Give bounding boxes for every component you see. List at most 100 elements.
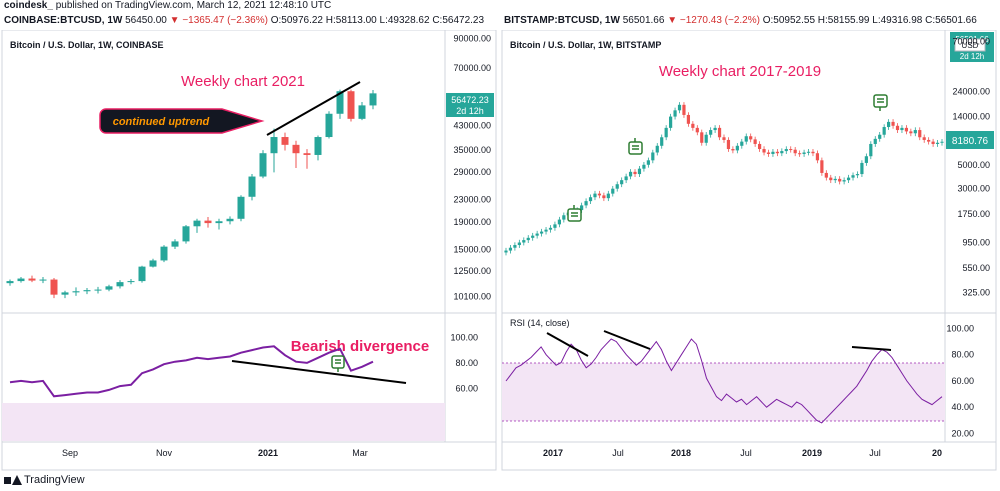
time-tick-label: Jul	[612, 448, 624, 458]
left-rsi-axis[interactable]: 100.00 80.00 60.00	[450, 332, 478, 393]
candle	[646, 160, 650, 165]
candle	[833, 178, 837, 181]
candle	[771, 151, 775, 154]
candle	[651, 152, 655, 161]
candle	[695, 127, 699, 133]
candle	[806, 151, 811, 153]
rsi-tick-label: 100.00	[450, 332, 478, 342]
tradingview-logo-icon[interactable]	[4, 475, 22, 485]
candle	[539, 231, 544, 234]
thumbs-up-icon	[567, 205, 582, 222]
right-rsi-axis[interactable]: 100.00 80.00 60.00 40.00 20.00	[946, 323, 974, 438]
thumbs-down-icon	[873, 94, 888, 111]
candle	[829, 177, 833, 181]
candle	[691, 123, 695, 128]
time-tick-label: Jul	[869, 448, 881, 458]
publish-info: published on TradingView.com, March 12, …	[55, 0, 332, 11]
thumbs-down-icon	[331, 355, 345, 372]
candle	[270, 137, 278, 154]
candle	[726, 139, 731, 150]
candle	[677, 104, 682, 111]
right-time-axis[interactable]: 2017 Jul 2018 Jul 2019 Jul 20	[543, 448, 942, 458]
candle	[931, 141, 935, 144]
price-tick-label: 29000.00	[453, 167, 491, 177]
uptrend-line	[266, 81, 361, 136]
candle	[842, 180, 846, 182]
candle	[669, 116, 673, 128]
currency-label[interactable]: USD	[962, 41, 979, 50]
candle	[749, 136, 753, 140]
candle	[597, 193, 602, 196]
candle	[927, 139, 931, 142]
candle	[606, 193, 610, 199]
candle	[544, 229, 548, 232]
right-symbol-info: BITSTAMP:BTCUSD, 1W 56501.66 ▼ −1270.43 …	[504, 15, 977, 26]
candle	[517, 242, 521, 246]
candle	[535, 233, 539, 236]
candle	[580, 205, 584, 211]
candle	[513, 245, 517, 248]
price-tick-label: 35000.00	[453, 145, 491, 155]
candle	[292, 144, 300, 154]
candle	[548, 227, 553, 230]
price-tick-label: 90000.00	[453, 33, 491, 43]
right-price-axis[interactable]: 70000.00 24000.00 14000.00 5000.00 3000.00 17…	[952, 36, 990, 297]
price-tick-label: 19000.00	[453, 217, 491, 227]
candle	[602, 195, 606, 199]
left-time-axis[interactable]: Sep Nov 2021 Mar	[62, 448, 368, 458]
right-rsi-label: RSI (14, close)	[510, 318, 570, 328]
left-candles	[6, 89, 377, 299]
candle	[237, 196, 245, 219]
candle	[615, 184, 619, 189]
left-last-price-bg	[446, 93, 494, 117]
candle	[673, 110, 677, 117]
time-tick-label: 2019	[802, 448, 822, 458]
candle	[138, 266, 146, 282]
candle	[204, 220, 212, 224]
time-tick-label: 2021	[258, 448, 278, 458]
candle	[193, 220, 201, 227]
time-tick-label: 2018	[671, 448, 691, 458]
candle	[869, 143, 873, 157]
price-tick-label: 3000.00	[957, 184, 990, 194]
left-price-axis[interactable]: 90000.00 70000.00 43000.00 35000.00 29000.00…	[453, 33, 491, 301]
candle	[664, 127, 668, 138]
candle	[116, 282, 124, 287]
candle	[182, 226, 190, 242]
candle	[935, 142, 940, 144]
right-chart-panel[interactable]: Bitcoin / U.S. Dollar, 1W, BITSTAMP Week…	[501, 30, 997, 471]
candle	[855, 174, 860, 176]
left-symbol: COINBASE:BTCUSD, 1W	[4, 15, 123, 26]
candle	[28, 278, 36, 281]
candle	[660, 137, 664, 146]
candle	[281, 137, 289, 145]
price-tick-label: 70000.00	[952, 36, 990, 46]
candle	[860, 162, 864, 175]
candle	[820, 160, 824, 173]
candle	[682, 104, 686, 115]
price-tick-label: 1750.00	[957, 209, 990, 219]
candle	[851, 175, 855, 178]
candle	[588, 197, 593, 202]
candle	[248, 176, 256, 197]
candle	[744, 136, 748, 142]
price-tick-label: 550.00	[962, 263, 990, 273]
candle	[303, 153, 311, 155]
left-symbol-info: COINBASE:BTCUSD, 1W 56450.00 ▼ −1365.47 …	[4, 15, 484, 26]
rsi-tick-label: 100.00	[946, 323, 974, 333]
candle	[735, 145, 739, 151]
candle	[504, 250, 508, 253]
footer-brand[interactable]: TradingView	[24, 474, 85, 486]
charts-canvas[interactable]: Bitcoin / U.S. Dollar, 1W, COINBASE Week…	[0, 30, 1000, 471]
candle	[620, 180, 624, 185]
left-chart-panel[interactable]: Bitcoin / U.S. Dollar, 1W, COINBASE Week…	[1, 30, 497, 471]
price-tick-label: 5000.00	[957, 160, 990, 170]
divergence-line	[603, 330, 651, 350]
currency-button[interactable]	[954, 38, 986, 52]
right-change: −1270.43 (−2.2%)	[679, 15, 760, 26]
price-tick-label: 325.00	[962, 288, 990, 298]
right-last-price-bg	[946, 131, 994, 149]
rsi-tick-label: 60.00	[951, 376, 974, 386]
candle	[347, 91, 355, 119]
publisher-name[interactable]: coindesk_	[4, 0, 53, 11]
